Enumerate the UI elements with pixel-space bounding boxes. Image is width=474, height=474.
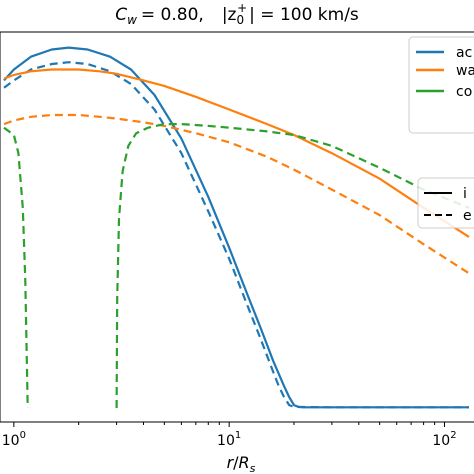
x-ticks: 100 101 102 (2, 422, 457, 449)
legend-style-frame (417, 177, 474, 229)
plot-area: 100 101 102 (0, 31, 474, 449)
legend-label-ac: ac (456, 45, 472, 61)
legend-label-solid: i (463, 186, 467, 202)
x-axis-label: r/Rs (227, 453, 256, 474)
series-layer (3, 46, 470, 409)
legend-series: ac wa co (408, 36, 474, 134)
legend-label-dashed: e (463, 208, 472, 224)
series-line-1 (3, 61, 469, 409)
series-line-5 (115, 122, 470, 409)
series-line-2 (3, 68, 470, 238)
series-line-3 (3, 113, 470, 275)
axes-frame (0, 31, 474, 423)
chart-title: Cw = 0.80, |z0+ | = 100 km/s (115, 1, 359, 27)
x-tick-label-2: 102 (432, 430, 456, 449)
legend-label-wa: wa (456, 63, 474, 79)
series-line-4 (3, 126, 29, 409)
legend-label-co: co (456, 84, 472, 100)
x-tick-label-0: 100 (2, 430, 26, 449)
x-tick-label-1: 101 (217, 430, 241, 449)
legend-series-frame (408, 36, 474, 134)
legend-style: i e (417, 177, 474, 229)
